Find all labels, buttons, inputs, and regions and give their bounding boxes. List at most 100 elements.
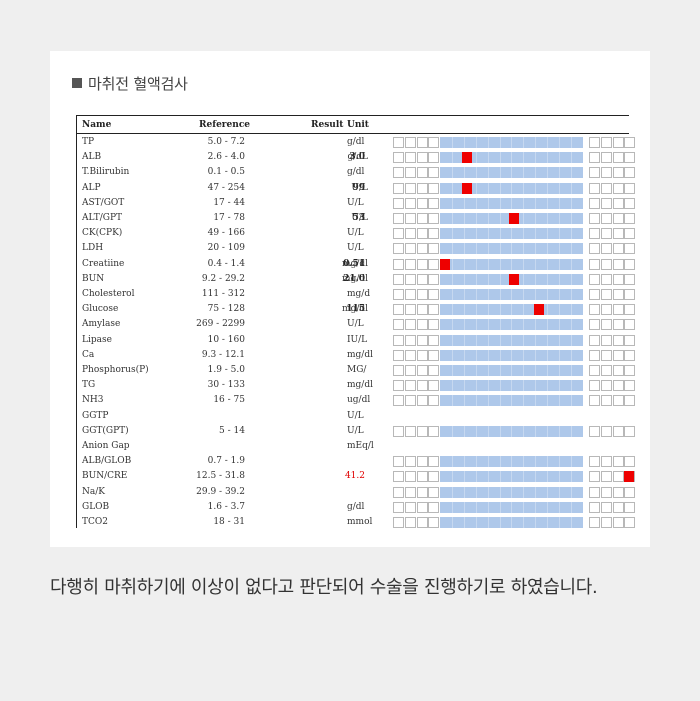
table-row: Glucose 75 - 128 115 mg/dl bbox=[77, 302, 636, 317]
above-range-cell bbox=[589, 517, 600, 528]
above-range-cell bbox=[612, 243, 624, 255]
below-range-cell bbox=[393, 319, 404, 331]
above-range-cell bbox=[589, 380, 600, 392]
above-range-cell bbox=[624, 167, 636, 179]
above-range-cell bbox=[589, 471, 600, 483]
normal-range-band bbox=[440, 517, 583, 528]
test-name: Lipase bbox=[82, 334, 112, 345]
below-range-cell bbox=[428, 395, 440, 407]
below-range-cell bbox=[404, 304, 416, 316]
result-marker bbox=[440, 258, 450, 270]
below-range-cell bbox=[393, 349, 404, 361]
below-range-cell bbox=[404, 425, 416, 437]
above-range-cell bbox=[589, 365, 600, 376]
below-range-cell bbox=[428, 243, 440, 255]
table-row: BUN 9.2 - 29.2 21.0 mg/dl bbox=[77, 272, 636, 287]
above-range-cell bbox=[589, 456, 600, 468]
unit: U/L bbox=[347, 228, 364, 239]
result-marker bbox=[509, 273, 520, 285]
above-range-cell bbox=[612, 334, 624, 346]
unit: g/dl bbox=[347, 137, 365, 147]
result-value: 21.0 bbox=[343, 273, 365, 284]
above-range-cell bbox=[589, 228, 600, 240]
table-row: CK(CPK) 49 - 166 U/L bbox=[77, 226, 636, 241]
reference-range: 9.2 - 29.2 bbox=[201, 273, 245, 284]
test-name: NH3 bbox=[82, 395, 104, 406]
test-name: LDH bbox=[82, 243, 104, 254]
test-name: Creatiine bbox=[82, 258, 125, 269]
below-range-cell bbox=[416, 137, 428, 148]
header-divider bbox=[77, 133, 629, 134]
test-name: Phosphorus(P) bbox=[82, 365, 149, 375]
normal-range-band bbox=[440, 167, 583, 179]
normal-range-band bbox=[440, 319, 583, 331]
below-range-cell bbox=[404, 197, 416, 209]
above-range-cell bbox=[624, 197, 636, 209]
below-range-cell bbox=[404, 395, 416, 407]
result-marker bbox=[533, 304, 544, 316]
unit: mg/dl bbox=[342, 304, 368, 315]
above-range-cell bbox=[600, 243, 612, 255]
below-range-cell bbox=[428, 182, 440, 194]
below-range-cell bbox=[404, 501, 416, 513]
table-row: TP 5.0 - 7.2 g/dl bbox=[77, 135, 636, 150]
reference-range: 0.7 - 1.9 bbox=[207, 456, 245, 467]
header-unit: Unit bbox=[347, 120, 369, 130]
below-range-cell bbox=[428, 380, 440, 392]
below-range-cell bbox=[393, 167, 404, 179]
above-range-cell bbox=[624, 349, 636, 361]
normal-range-band bbox=[440, 349, 583, 361]
header-result: Result bbox=[311, 120, 344, 130]
above-range-cell bbox=[600, 501, 612, 513]
test-name: GLOB bbox=[82, 501, 110, 512]
reference-range: 29.9 - 39.2 bbox=[196, 486, 245, 497]
above-range-cell bbox=[612, 319, 624, 331]
below-range-cell bbox=[416, 349, 428, 361]
below-range-cell bbox=[416, 228, 428, 240]
below-range-cell bbox=[428, 152, 440, 164]
above-range-cell bbox=[624, 456, 636, 468]
above-range-cell bbox=[624, 334, 636, 346]
table-row: GLOB 1.6 - 3.7 g/dl bbox=[77, 500, 636, 515]
above-range-cell bbox=[589, 197, 600, 209]
test-name: TCO2 bbox=[82, 517, 108, 527]
above-range-cell bbox=[600, 213, 612, 224]
above-range-cell bbox=[612, 152, 624, 164]
reference-range: 10 - 160 bbox=[207, 334, 245, 345]
below-range-cell bbox=[393, 380, 404, 392]
below-range-cell bbox=[393, 243, 404, 255]
above-range-cell bbox=[600, 289, 612, 300]
below-range-cell bbox=[404, 365, 416, 376]
table-row: BUN/CRE 12.5 - 31.8 41.2 bbox=[77, 469, 636, 484]
normal-range-band bbox=[440, 228, 583, 240]
result-value: 41.2 bbox=[344, 471, 365, 482]
below-range-cell bbox=[404, 517, 416, 528]
result-value: 0.51 bbox=[343, 258, 365, 269]
above-range-cell bbox=[624, 152, 636, 164]
result-value: 99 bbox=[352, 182, 365, 193]
below-range-cell bbox=[404, 334, 416, 346]
reference-range: 0.4 - 1.4 bbox=[207, 258, 245, 269]
reference-range: 47 - 254 bbox=[207, 182, 245, 193]
above-range-cell bbox=[600, 365, 612, 376]
below-range-cell bbox=[416, 304, 428, 316]
above-range-cell bbox=[589, 243, 600, 255]
below-range-cell bbox=[428, 425, 440, 437]
below-range-cell bbox=[393, 152, 404, 164]
above-range-cell bbox=[624, 365, 636, 376]
above-range-cell bbox=[589, 258, 600, 270]
table-row: ALB 2.6 - 4.0 3.0 g/dL bbox=[77, 150, 636, 165]
above-range-cell bbox=[612, 213, 624, 224]
below-range-cell bbox=[404, 243, 416, 255]
above-range-cell bbox=[600, 137, 612, 148]
below-range-cell bbox=[404, 349, 416, 361]
above-range-cell bbox=[624, 304, 636, 316]
below-range-cell bbox=[428, 486, 440, 498]
below-range-cell bbox=[416, 167, 428, 179]
below-range-cell bbox=[404, 319, 416, 331]
above-range-cell bbox=[589, 289, 600, 300]
below-range-cell bbox=[393, 517, 404, 528]
table-row: Na/K 29.9 - 39.2 bbox=[77, 485, 636, 500]
unit: ug/dl bbox=[347, 395, 371, 406]
reference-range: 20 - 109 bbox=[207, 243, 245, 254]
